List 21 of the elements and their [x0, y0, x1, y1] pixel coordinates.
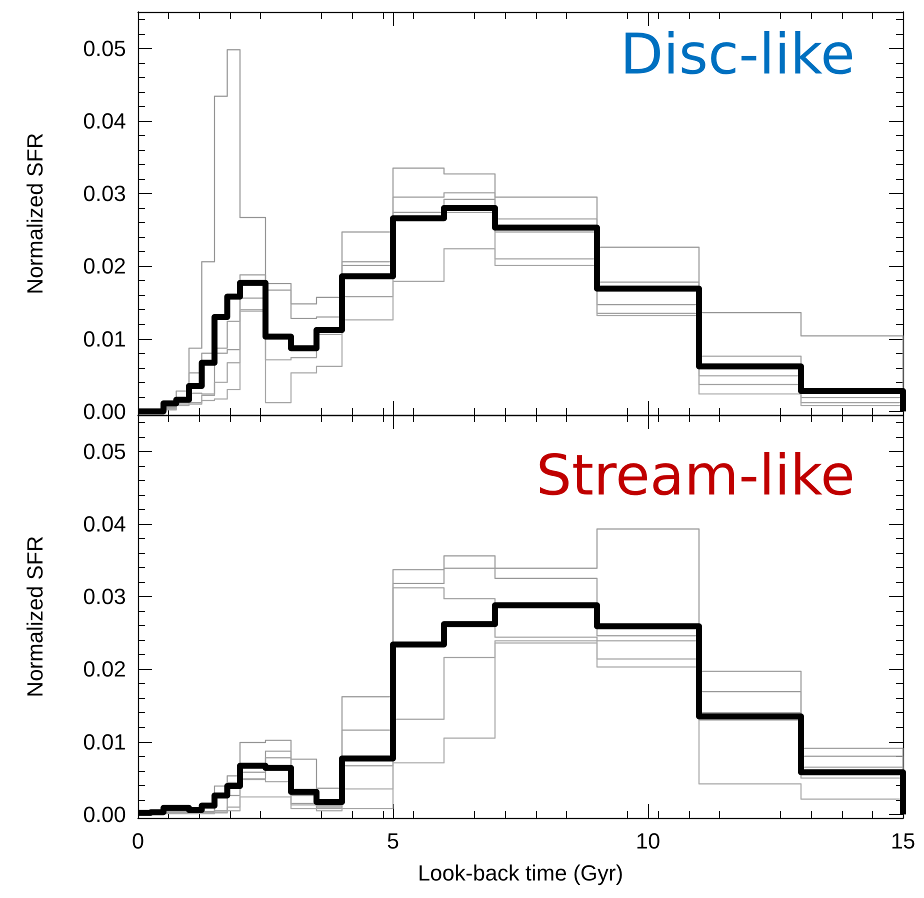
x-axis-title: Look-back time (Gyr) [418, 860, 624, 886]
x-tick-label: 15 [890, 828, 916, 854]
y-tick-label: 0.01 [83, 729, 126, 754]
y-tick-label: 0.05 [83, 36, 126, 61]
y-axis-title: Normalized SFR [22, 536, 48, 698]
y-tick-label: 0.02 [83, 656, 126, 682]
y-tick-label: 0.04 [83, 511, 126, 536]
x-tick-label: 0 [132, 828, 144, 854]
y-tick-label: 0.03 [83, 181, 126, 206]
y-tick-label: 0.00 [83, 802, 126, 827]
y-axis-title: Normalized SFR [22, 132, 48, 294]
y-tick-label: 0.05 [83, 438, 126, 464]
chart-title: Disc-like [620, 22, 856, 88]
text: Stream-like [536, 444, 855, 508]
y-tick-label: 0.01 [83, 326, 126, 352]
x-tick-label: 10 [636, 828, 660, 854]
y-tick-label: 0.04 [83, 108, 126, 134]
y-tick-label: 0.02 [83, 254, 126, 279]
y-tick-label: 0.00 [83, 398, 126, 424]
y-tick-label: 0.03 [83, 584, 126, 610]
x-tick-label: 5 [386, 828, 400, 854]
